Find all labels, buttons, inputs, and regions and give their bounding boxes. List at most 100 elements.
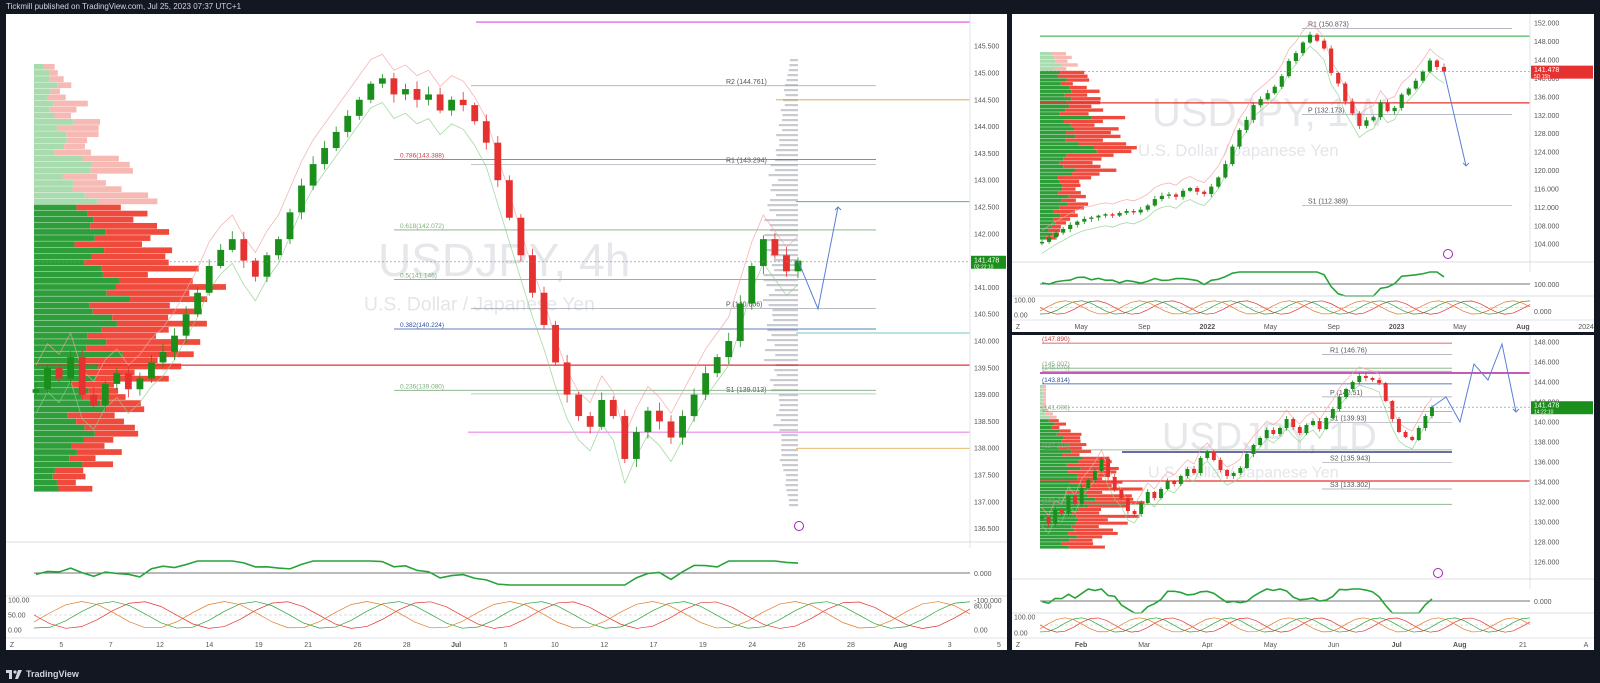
candle (1231, 471, 1236, 479)
volume-profile-up-bar (1040, 528, 1075, 532)
chart-4h-svg[interactable]: USDJPY, 4h U.S. Dollar / Japanese Yen R2 (… (6, 14, 1007, 650)
session-volume-bar (779, 409, 798, 412)
volume-profile-down-bar (1071, 525, 1099, 529)
volume-profile-down-bar (1056, 432, 1082, 436)
volume-profile-down-bar (1077, 518, 1108, 522)
candle (736, 295, 744, 348)
session-volume-bar (776, 154, 798, 157)
volume-profile (1040, 52, 1137, 240)
volume-profile-up-bar (34, 259, 85, 266)
main-chart-pane[interactable]: USDJPY, 4h U.S. Dollar / Japanese Yen R2 (… (6, 14, 1007, 650)
volume-profile-down-bar (129, 296, 208, 303)
candle (494, 136, 502, 188)
candle (1039, 239, 1045, 246)
fib-level-label: (131.77) (1042, 497, 1066, 504)
volume-profile-down-bar (104, 247, 173, 254)
price-tick-label: 144.000 (1534, 58, 1559, 65)
price-tick-label: 145.500 (974, 44, 999, 51)
candle-body (1205, 452, 1210, 458)
candle (1112, 473, 1117, 492)
volume-profile-down-bar (104, 406, 145, 413)
candle (644, 406, 652, 439)
volume-profile-down-bar (90, 167, 133, 174)
candle (459, 91, 467, 112)
volume-profile-down-bar (1062, 183, 1081, 187)
volume-profile-down-bar (64, 143, 85, 150)
fib-level-label: 0.786(143.388) (400, 152, 444, 159)
time-tick-label: Sep (1138, 324, 1151, 331)
fib-level-label: 0.382(140.224) (400, 322, 444, 329)
candle-body (1211, 452, 1216, 460)
volume-profile-down-bar (54, 149, 91, 156)
volume-profile-down-bar (1068, 531, 1118, 535)
candle (748, 262, 756, 310)
candle-countdown: 5D 15h (1534, 74, 1550, 80)
candle-body (1073, 496, 1078, 504)
stochastic-line (33, 601, 971, 629)
volume-profile-up-bar (1040, 542, 1062, 546)
candle (1337, 394, 1342, 412)
volume-profile-up-bar (1040, 521, 1076, 525)
candles (32, 72, 802, 468)
volume-profile-down-bar (1074, 127, 1119, 131)
candle (402, 83, 409, 101)
candle-body (1441, 66, 1447, 72)
session-volume-bar (770, 254, 798, 257)
candle-body (1364, 120, 1369, 126)
volume-profile-up-bar (34, 430, 95, 437)
session-volume-bar (781, 434, 798, 437)
candle (1046, 515, 1051, 527)
volume-profile-up-bar (34, 412, 68, 419)
volume-profile-up-bar (34, 308, 93, 315)
volume-profile-down-bar (1045, 412, 1053, 416)
volume-profile-down-bar (1071, 449, 1092, 453)
session-volume-bar (781, 119, 798, 122)
price-tick-label: 132.000 (1534, 500, 1559, 507)
price-tick-label: 138.500 (974, 419, 999, 426)
candle-body (1330, 409, 1335, 418)
candle (286, 208, 294, 245)
volume-profile-up-bar (1040, 191, 1059, 195)
candle-body (1152, 199, 1157, 206)
candle-body (367, 83, 375, 100)
volume-profile-up-bar (1040, 123, 1071, 127)
stochastic-indicator: 100.00 0.00 (1012, 612, 1594, 638)
tradingview-logo-icon (6, 670, 22, 679)
volume-profile-down-bar (1077, 477, 1103, 481)
price-tick-label: 140.000 (1534, 420, 1559, 427)
time-tick-label: 21 (1519, 642, 1527, 649)
volume-profile-up-bar (34, 333, 88, 339)
candle-body (644, 410, 652, 433)
volume-profile-down-bar (118, 278, 193, 284)
weekly-chart-pane[interactable]: USDJPY, 1W U.S. Dollar / Japanese Yen R1 (… (1012, 14, 1594, 332)
candle (1061, 226, 1066, 235)
session-volume-bar (789, 64, 798, 67)
candle-body (540, 292, 548, 325)
session-volume-bar (773, 424, 798, 427)
volume-profile-up-bar (1040, 213, 1061, 218)
session-volume-bar (774, 159, 798, 162)
candle (309, 156, 317, 191)
volume-profile-down-bar (92, 308, 202, 315)
time-tick-label: Aug (1453, 642, 1467, 649)
candle (205, 259, 213, 296)
publish-header: Tickmill published on TradingView.com, J… (0, 0, 1600, 14)
momentum-tick-label: 0.000 (1534, 309, 1552, 316)
candle (505, 175, 513, 221)
session-volume-bar (781, 444, 798, 447)
volume-profile-down-bar (1078, 508, 1101, 512)
candle-body (1230, 146, 1235, 165)
volume-profile-up-bar (1040, 487, 1088, 491)
volume-profile-down-bar (73, 180, 106, 186)
candle (1139, 500, 1144, 517)
volume-profile-down-bar (1096, 149, 1132, 154)
candle (136, 372, 144, 396)
volume-profile-up-bar (1040, 59, 1056, 63)
candle-body (1166, 194, 1172, 196)
volume-profile-down-bar (1065, 108, 1104, 112)
price-tick-label: 142.500 (974, 204, 999, 211)
volume-profile-down-bar (95, 375, 169, 382)
